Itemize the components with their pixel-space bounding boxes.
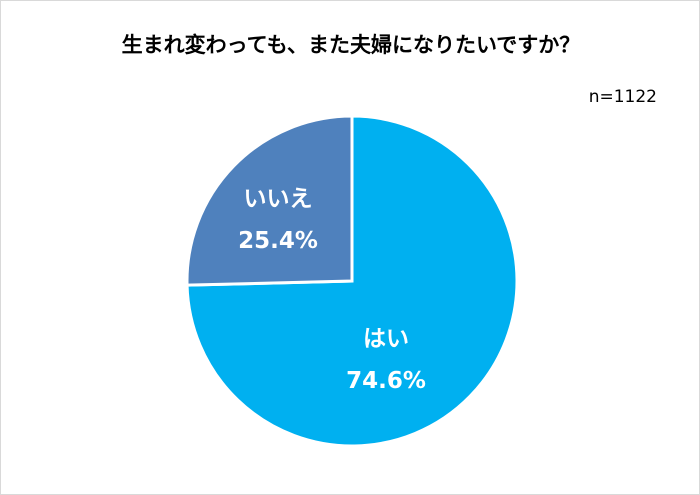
slice-value-label: 25.4%	[238, 228, 318, 254]
pie-slice-no	[185, 114, 354, 287]
slice-label: いいえ	[244, 186, 313, 212]
slice-label: はい	[363, 326, 409, 352]
sample-size-note: n=1122	[588, 87, 657, 107]
chart-title: 生まれ変わっても、また夫婦になりたいですか？	[121, 33, 581, 57]
pie-slice-yes	[185, 114, 519, 448]
slice-value-label: 74.6%	[346, 368, 426, 394]
